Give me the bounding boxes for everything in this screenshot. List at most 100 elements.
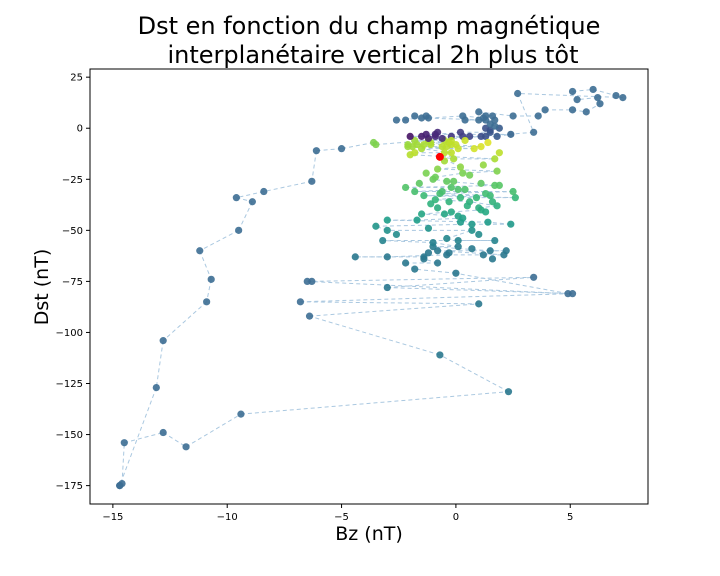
data-point bbox=[470, 145, 478, 153]
trajectory-segment bbox=[238, 201, 253, 231]
data-point bbox=[116, 482, 124, 490]
data-point bbox=[182, 443, 190, 451]
trajectory-lines bbox=[119, 88, 623, 486]
data-point bbox=[488, 255, 497, 263]
trajectory-segment bbox=[437, 168, 498, 172]
data-point bbox=[477, 143, 485, 151]
trajectory-segment bbox=[382, 240, 434, 244]
y-tick-label: 0 bbox=[77, 124, 83, 135]
data-point bbox=[424, 114, 433, 122]
data-point bbox=[466, 171, 474, 179]
data-point bbox=[530, 273, 538, 281]
y-axis-label: Dst (nT) bbox=[31, 249, 53, 326]
data-point bbox=[424, 249, 433, 257]
data-point bbox=[456, 128, 465, 136]
data-point bbox=[431, 173, 439, 181]
data-point bbox=[488, 112, 497, 120]
data-point bbox=[196, 247, 204, 255]
data-point bbox=[392, 230, 401, 239]
data-point bbox=[436, 351, 444, 359]
data-point bbox=[484, 218, 492, 226]
data-point bbox=[482, 189, 490, 198]
data-point bbox=[429, 238, 437, 247]
data-point bbox=[507, 220, 515, 228]
plot-frame bbox=[89, 68, 649, 505]
data-point bbox=[420, 192, 428, 200]
trajectory-segment bbox=[414, 268, 456, 274]
y-tick-label: 25 bbox=[70, 73, 83, 84]
trajectory-segment bbox=[199, 250, 212, 280]
x-tick-label: −5 bbox=[334, 512, 349, 523]
data-point bbox=[454, 243, 462, 251]
data-point bbox=[573, 96, 581, 104]
x-axis-ticks: −15 −10 −5 0 5 bbox=[102, 504, 573, 523]
trajectory-segment bbox=[300, 293, 573, 303]
trajectory-segment bbox=[432, 246, 491, 252]
data-point bbox=[440, 210, 449, 218]
data-point bbox=[509, 112, 517, 120]
data-point bbox=[507, 130, 515, 138]
highlight-point bbox=[435, 152, 444, 161]
data-point bbox=[475, 204, 483, 212]
data-point bbox=[413, 216, 421, 224]
trajectory-segment bbox=[417, 217, 463, 221]
x-tick-label: −15 bbox=[102, 512, 123, 523]
data-point bbox=[411, 187, 419, 196]
data-point bbox=[308, 177, 316, 185]
x-tick-label: −10 bbox=[217, 512, 238, 523]
y-tick-label: −75 bbox=[62, 277, 83, 288]
trajectory-segment bbox=[428, 115, 463, 119]
data-point bbox=[491, 155, 499, 163]
data-point bbox=[248, 198, 256, 206]
data-point bbox=[424, 224, 433, 232]
data-point bbox=[582, 108, 590, 116]
data-point bbox=[159, 428, 167, 437]
trajectory-segment bbox=[455, 272, 569, 295]
data-point bbox=[447, 149, 455, 157]
data-point bbox=[401, 183, 410, 192]
data-point bbox=[486, 247, 494, 255]
trajectory-segment bbox=[435, 172, 463, 178]
data-point bbox=[454, 145, 462, 153]
data-point bbox=[589, 85, 597, 94]
data-point bbox=[568, 87, 577, 96]
trajectory-segment bbox=[375, 131, 534, 146]
trajectory-segment bbox=[432, 242, 459, 248]
data-point bbox=[383, 226, 391, 234]
data-point bbox=[447, 208, 455, 216]
data-point bbox=[120, 439, 128, 447]
data-point bbox=[450, 177, 458, 185]
data-point bbox=[434, 204, 442, 212]
data-point bbox=[296, 298, 304, 306]
trajectory-segment bbox=[240, 391, 509, 415]
data-point bbox=[406, 132, 414, 140]
data-point bbox=[152, 383, 160, 392]
trajectory-segment bbox=[439, 156, 461, 168]
x-tick-label: 5 bbox=[567, 512, 573, 523]
data-point bbox=[411, 149, 419, 157]
x-axis-label: Bz (nT) bbox=[335, 523, 403, 545]
data-point bbox=[235, 226, 243, 234]
data-point bbox=[447, 183, 455, 192]
data-point bbox=[461, 185, 469, 194]
data-point bbox=[612, 91, 620, 100]
data-point bbox=[303, 277, 311, 285]
trajectory-segment bbox=[387, 276, 534, 289]
trajectory-segment bbox=[236, 191, 264, 199]
trajectory-segment bbox=[124, 432, 164, 444]
data-point bbox=[475, 230, 483, 239]
y-tick-label: −50 bbox=[62, 226, 83, 237]
trajectory-segment bbox=[162, 301, 207, 341]
trajectory-segment bbox=[478, 111, 514, 117]
data-point bbox=[479, 251, 487, 259]
trajectory-segment bbox=[462, 170, 498, 174]
trajectory-segment bbox=[439, 354, 509, 393]
trajectory-segment bbox=[309, 315, 441, 356]
trajectory-segment bbox=[517, 93, 535, 133]
data-point bbox=[459, 112, 467, 120]
data-point bbox=[450, 155, 458, 163]
data-point bbox=[351, 253, 359, 261]
chart-title-line-2: interplanétaire vertical 2h plus tôt bbox=[168, 41, 579, 69]
y-axis-ticks: 25 0 −25 −50 −75 −100 −125 −150 −175 bbox=[56, 73, 90, 492]
